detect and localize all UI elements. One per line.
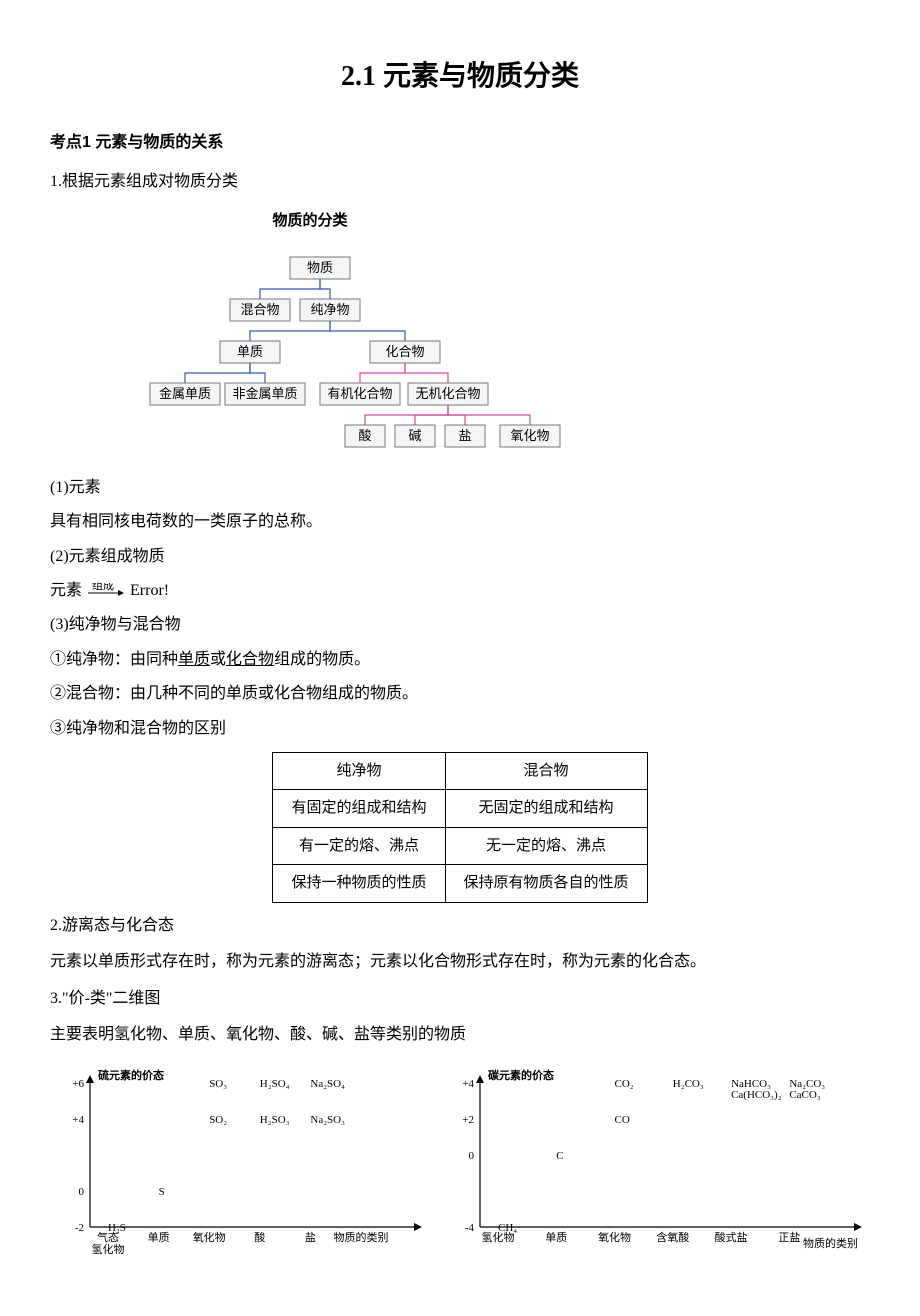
svg-text:+4: +4 <box>72 1114 84 1126</box>
svg-text:酸: 酸 <box>358 428 371 443</box>
svg-text:+4: +4 <box>462 1078 474 1090</box>
svg-text:单质: 单质 <box>237 344 263 359</box>
p3-label: (3)纯净物与混合物 <box>50 610 870 640</box>
svg-text:Na₂SO₃: Na₂SO₃ <box>310 1114 345 1126</box>
svg-text:S: S <box>159 1186 165 1198</box>
svg-text:化合物: 化合物 <box>385 344 424 359</box>
tree-svg: 物质混合物 纯净物单质 化合物金属单质 非金属单质 有机化合物 无机化合物酸 碱 盐 氧化物 <box>120 239 570 451</box>
kp1-heading: 考点1 元素与物质的关系 <box>50 128 870 158</box>
svg-text:单质: 单质 <box>545 1231 567 1244</box>
svg-text:碱: 碱 <box>408 428 421 443</box>
svg-text:单质: 单质 <box>148 1231 170 1244</box>
svg-text:无机化合物: 无机化合物 <box>415 386 480 401</box>
svg-text:有机化合物: 有机化合物 <box>327 386 392 401</box>
s3-body: 主要表明氢化物、单质、氧化物、酸、碱、盐等类别的物质 <box>50 1020 870 1050</box>
table-header: 纯净物 <box>273 752 445 790</box>
classification-tree: 物质的分类 物质混合物纯净物单质化合物金属单质非金属单质有机化合物无机化合物酸碱… <box>120 207 540 463</box>
svg-text:氧化物: 氧化物 <box>193 1230 226 1244</box>
svg-text:+2: +2 <box>462 1114 474 1126</box>
svg-text:物质的类别: 物质的类别 <box>803 1236 858 1250</box>
table-header: 混合物 <box>445 752 647 790</box>
p1-label: (1)元素 <box>50 473 870 503</box>
compose-arrow-icon: 组成 <box>86 583 126 599</box>
svg-text:含氧酸: 含氧酸 <box>656 1230 689 1244</box>
page-title: 2.1 元素与物质分类 <box>50 50 870 103</box>
p2-label: (2)元素组成物质 <box>50 542 870 572</box>
tree-title: 物质的分类 <box>80 207 540 236</box>
svg-text:氧化物: 氧化物 <box>510 428 549 443</box>
svg-text:混合物: 混合物 <box>240 302 279 317</box>
svg-text:-2: -2 <box>75 1222 84 1234</box>
svg-text:0: 0 <box>79 1186 85 1198</box>
svg-text:非金属单质: 非金属单质 <box>232 386 297 401</box>
svg-text:纯净物: 纯净物 <box>310 302 349 317</box>
svg-text:H₂CO₃: H₂CO₃ <box>673 1078 704 1090</box>
svg-text:CO: CO <box>615 1114 630 1126</box>
svg-text:-4: -4 <box>465 1222 475 1234</box>
carbon-chart-svg: 碳元素的价态+4+20-4氢化物单质氧化物含氧酸酸式盐正盐物质的类别CH₄CCO… <box>440 1065 870 1265</box>
svg-text:C: C <box>556 1150 563 1162</box>
table-row: 有固定的组成和结构无固定的组成和结构 <box>273 790 647 828</box>
compose-lhs: 元素 <box>50 582 82 599</box>
p3-1: ①纯净物：由同种单质或化合物组成的物质。 <box>50 645 870 675</box>
charts-row: 硫元素的价态+6+40-2气态氢化物单质氧化物酸盐物质的类别H₂SSSO₂SO₃… <box>50 1065 870 1276</box>
compose-rhs: Error! <box>130 582 169 599</box>
svg-text:酸: 酸 <box>254 1230 265 1244</box>
table-row: 有一定的熔、沸点无一定的熔、沸点 <box>273 827 647 865</box>
sulfur-chart: 硫元素的价态+6+40-2气态氢化物单质氧化物酸盐物质的类别H₂SSSO₂SO₃… <box>50 1065 430 1276</box>
svg-text:H₂SO₄: H₂SO₄ <box>260 1078 290 1090</box>
svg-text:Ca(HCO₃)₂: Ca(HCO₃)₂ <box>731 1089 782 1101</box>
svg-text:硫元素的价态: 硫元素的价态 <box>98 1068 164 1082</box>
svg-text:氧化物: 氧化物 <box>598 1230 631 1244</box>
svg-text:碳元素的价态: 碳元素的价态 <box>488 1068 554 1082</box>
svg-text:H₂SO₃: H₂SO₃ <box>260 1114 290 1126</box>
svg-text:组成: 组成 <box>92 583 114 592</box>
svg-text:0: 0 <box>469 1150 475 1162</box>
svg-text:H₂S: H₂S <box>108 1222 126 1234</box>
svg-text:正盐: 正盐 <box>778 1231 800 1244</box>
carbon-chart: 碳元素的价态+4+20-4氢化物单质氧化物含氧酸酸式盐正盐物质的类别CH₄CCO… <box>440 1065 870 1276</box>
svg-text:物质的类别: 物质的类别 <box>334 1230 389 1244</box>
s3-heading: 3."价-类"二维图 <box>50 984 870 1014</box>
compose-line: 元素 组成 Error! <box>50 576 870 606</box>
sulfur-chart-svg: 硫元素的价态+6+40-2气态氢化物单质氧化物酸盐物质的类别H₂SSSO₂SO₃… <box>50 1065 430 1265</box>
comparison-table: 纯净物混合物 有固定的组成和结构无固定的组成和结构有一定的熔、沸点无一定的熔、沸… <box>272 752 647 903</box>
svg-text:SO₃: SO₃ <box>209 1078 227 1090</box>
s2-heading: 2.游离态与化合态 <box>50 911 870 941</box>
svg-text:盐: 盐 <box>305 1231 316 1244</box>
svg-text:SO₂: SO₂ <box>209 1114 227 1126</box>
svg-text:CO₂: CO₂ <box>615 1078 634 1090</box>
s1-heading: 1.根据元素组成对物质分类 <box>50 167 870 197</box>
p3-3: ③纯净物和混合物的区别 <box>50 714 870 744</box>
svg-text:+6: +6 <box>72 1078 84 1090</box>
s2-body: 元素以单质形式存在时，称为元素的游离态；元素以化合物形式存在时，称为元素的化合态… <box>50 947 870 977</box>
svg-text:Na₂SO₄: Na₂SO₄ <box>310 1078 345 1090</box>
table-row: 保持一种物质的性质保持原有物质各自的性质 <box>273 865 647 903</box>
p3-2: ②混合物：由几种不同的单质或化合物组成的物质。 <box>50 679 870 709</box>
svg-text:盐: 盐 <box>458 428 471 443</box>
svg-text:CaCO₃: CaCO₃ <box>789 1089 821 1101</box>
svg-text:酸式盐: 酸式盐 <box>715 1230 748 1244</box>
p1-body: 具有相同核电荷数的一类原子的总称。 <box>50 507 870 537</box>
svg-text:金属单质: 金属单质 <box>159 386 211 401</box>
svg-text:氢化物: 氢化物 <box>92 1242 125 1256</box>
svg-text:CH₄: CH₄ <box>498 1222 517 1234</box>
svg-text:物质: 物质 <box>307 260 333 275</box>
